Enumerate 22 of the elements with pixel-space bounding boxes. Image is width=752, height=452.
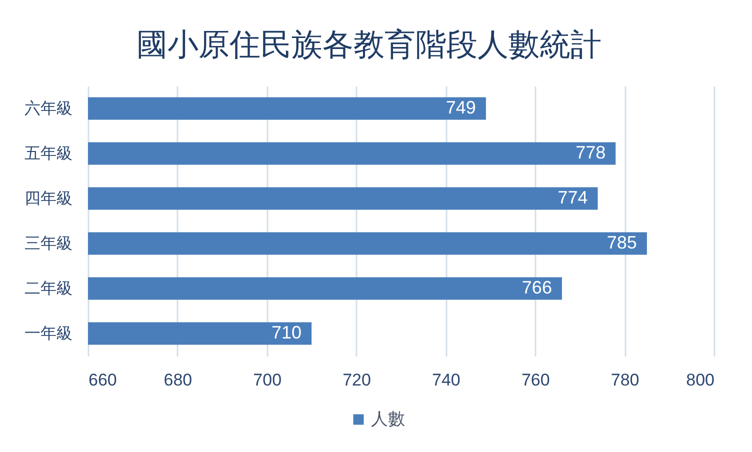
y-tick-label: 三年級	[24, 236, 72, 252]
data-label: 774	[558, 188, 588, 208]
x-tick-label: 680	[164, 370, 192, 390]
data-label: 766	[522, 278, 552, 298]
legend-label: 人數	[371, 410, 405, 428]
x-tick-label: 760	[521, 370, 550, 390]
y-tick-label: 一年級	[24, 326, 72, 342]
x-tick-label: 800	[686, 370, 714, 390]
x-tick-label: 740	[432, 370, 460, 390]
y-tick-label: 六年級	[24, 100, 72, 118]
y-tick-label: 二年級	[24, 280, 72, 298]
data-label: 778	[576, 142, 606, 162]
x-tick-label: 720	[342, 370, 371, 390]
y-tick-label: 五年級	[24, 146, 72, 162]
data-label: 785	[606, 232, 637, 252]
x-tick-label: 700	[253, 370, 282, 390]
x-tick-label: 780	[610, 370, 640, 390]
x-tick-label: 660	[88, 370, 117, 390]
chart-title: 國小原住民族各教育階段人數統計	[136, 27, 602, 62]
data-label: 710	[272, 322, 302, 342]
data-label: 749	[446, 98, 476, 118]
y-tick-label: 四年級	[24, 190, 72, 208]
